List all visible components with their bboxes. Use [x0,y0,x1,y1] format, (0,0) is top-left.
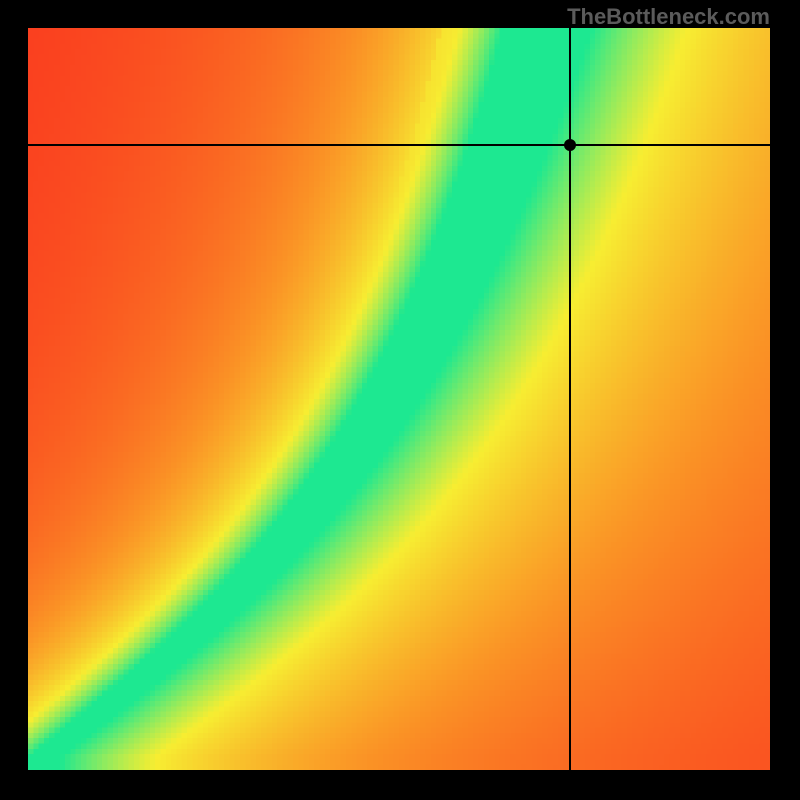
heatmap-canvas [28,28,770,770]
watermark-text: TheBottleneck.com [567,4,770,30]
chart-container: TheBottleneck.com [0,0,800,800]
heatmap-plot-area [28,28,770,770]
crosshair-marker-dot [564,139,576,151]
crosshair-horizontal-line [28,144,770,146]
